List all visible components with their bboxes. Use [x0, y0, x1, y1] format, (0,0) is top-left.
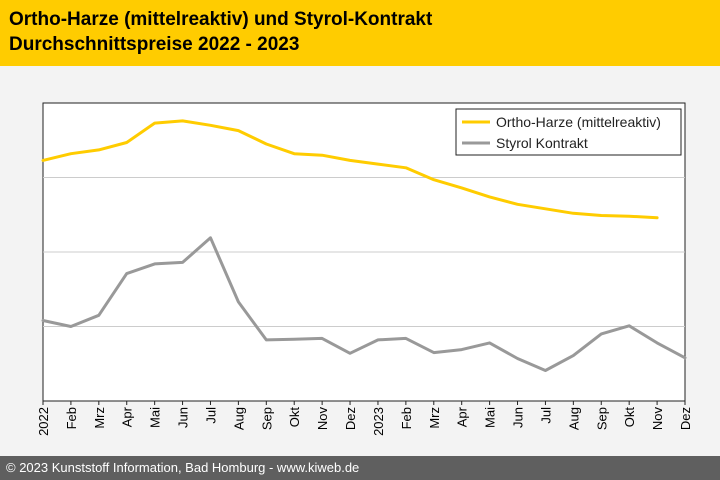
series-line-ortho-harze — [41, 119, 659, 220]
x-tick-label: Okt — [287, 407, 302, 428]
copyright-text: © 2023 Kunststoff Information, Bad Hombu… — [6, 460, 360, 475]
x-tick-label: Mai — [148, 407, 163, 428]
chart-subtitle: Durchschnittspreise 2022 - 2023 — [9, 34, 300, 55]
x-tick-label: Jun — [511, 407, 526, 428]
x-tick-label: Dez — [678, 407, 693, 430]
x-tick-label: Feb — [64, 407, 79, 429]
x-tick-label: 2022 — [36, 407, 51, 436]
header-bar: Ortho-Harze (mittelreaktiv) und Styrol-K… — [0, 0, 720, 66]
x-tick-label: Aug — [566, 407, 581, 430]
x-tick-label: Mrz — [427, 407, 442, 429]
x-tick-label: Nov — [315, 407, 330, 431]
x-tick-label: Okt — [622, 407, 637, 428]
x-tick-label: Apr — [120, 406, 135, 427]
x-tick-label: Apr — [455, 406, 470, 427]
x-tick-label: Dez — [343, 407, 358, 430]
legend-label: Styrol Kontrakt — [496, 135, 588, 151]
series-line-styrol-kontrakt — [41, 236, 687, 372]
x-tick-label: Sep — [259, 407, 274, 430]
chart-title: Ortho-Harze (mittelreaktiv) und Styrol-K… — [9, 9, 433, 30]
line-chart: 2022 Feb Mrz Apr Mai Jun Jul Aug Sep Okt Nov Dez 202… — [36, 102, 693, 436]
x-tick-label: Jul — [203, 407, 218, 424]
chart-area: 2022 Feb Mrz Apr Mai Jun Jul Aug Sep Okt Nov Dez 202… — [0, 66, 720, 456]
footer-bar: © 2023 Kunststoff Information, Bad Hombu… — [0, 456, 720, 480]
legend-label: Ortho-Harze (mittelreaktiv) — [496, 114, 661, 130]
x-tick-label: Nov — [650, 407, 665, 431]
x-tick-label: Feb — [399, 407, 414, 429]
x-tick-label: Jun — [176, 407, 191, 428]
x-tick-label: Mrz — [92, 407, 107, 429]
legend-box — [455, 108, 682, 156]
x-tick-label: Jul — [538, 407, 553, 424]
x-tick-label: 2023 — [371, 407, 386, 436]
x-tick-label: Sep — [594, 407, 609, 430]
x-tick-label: Aug — [231, 407, 246, 430]
x-tick-label: Mai — [483, 407, 498, 428]
